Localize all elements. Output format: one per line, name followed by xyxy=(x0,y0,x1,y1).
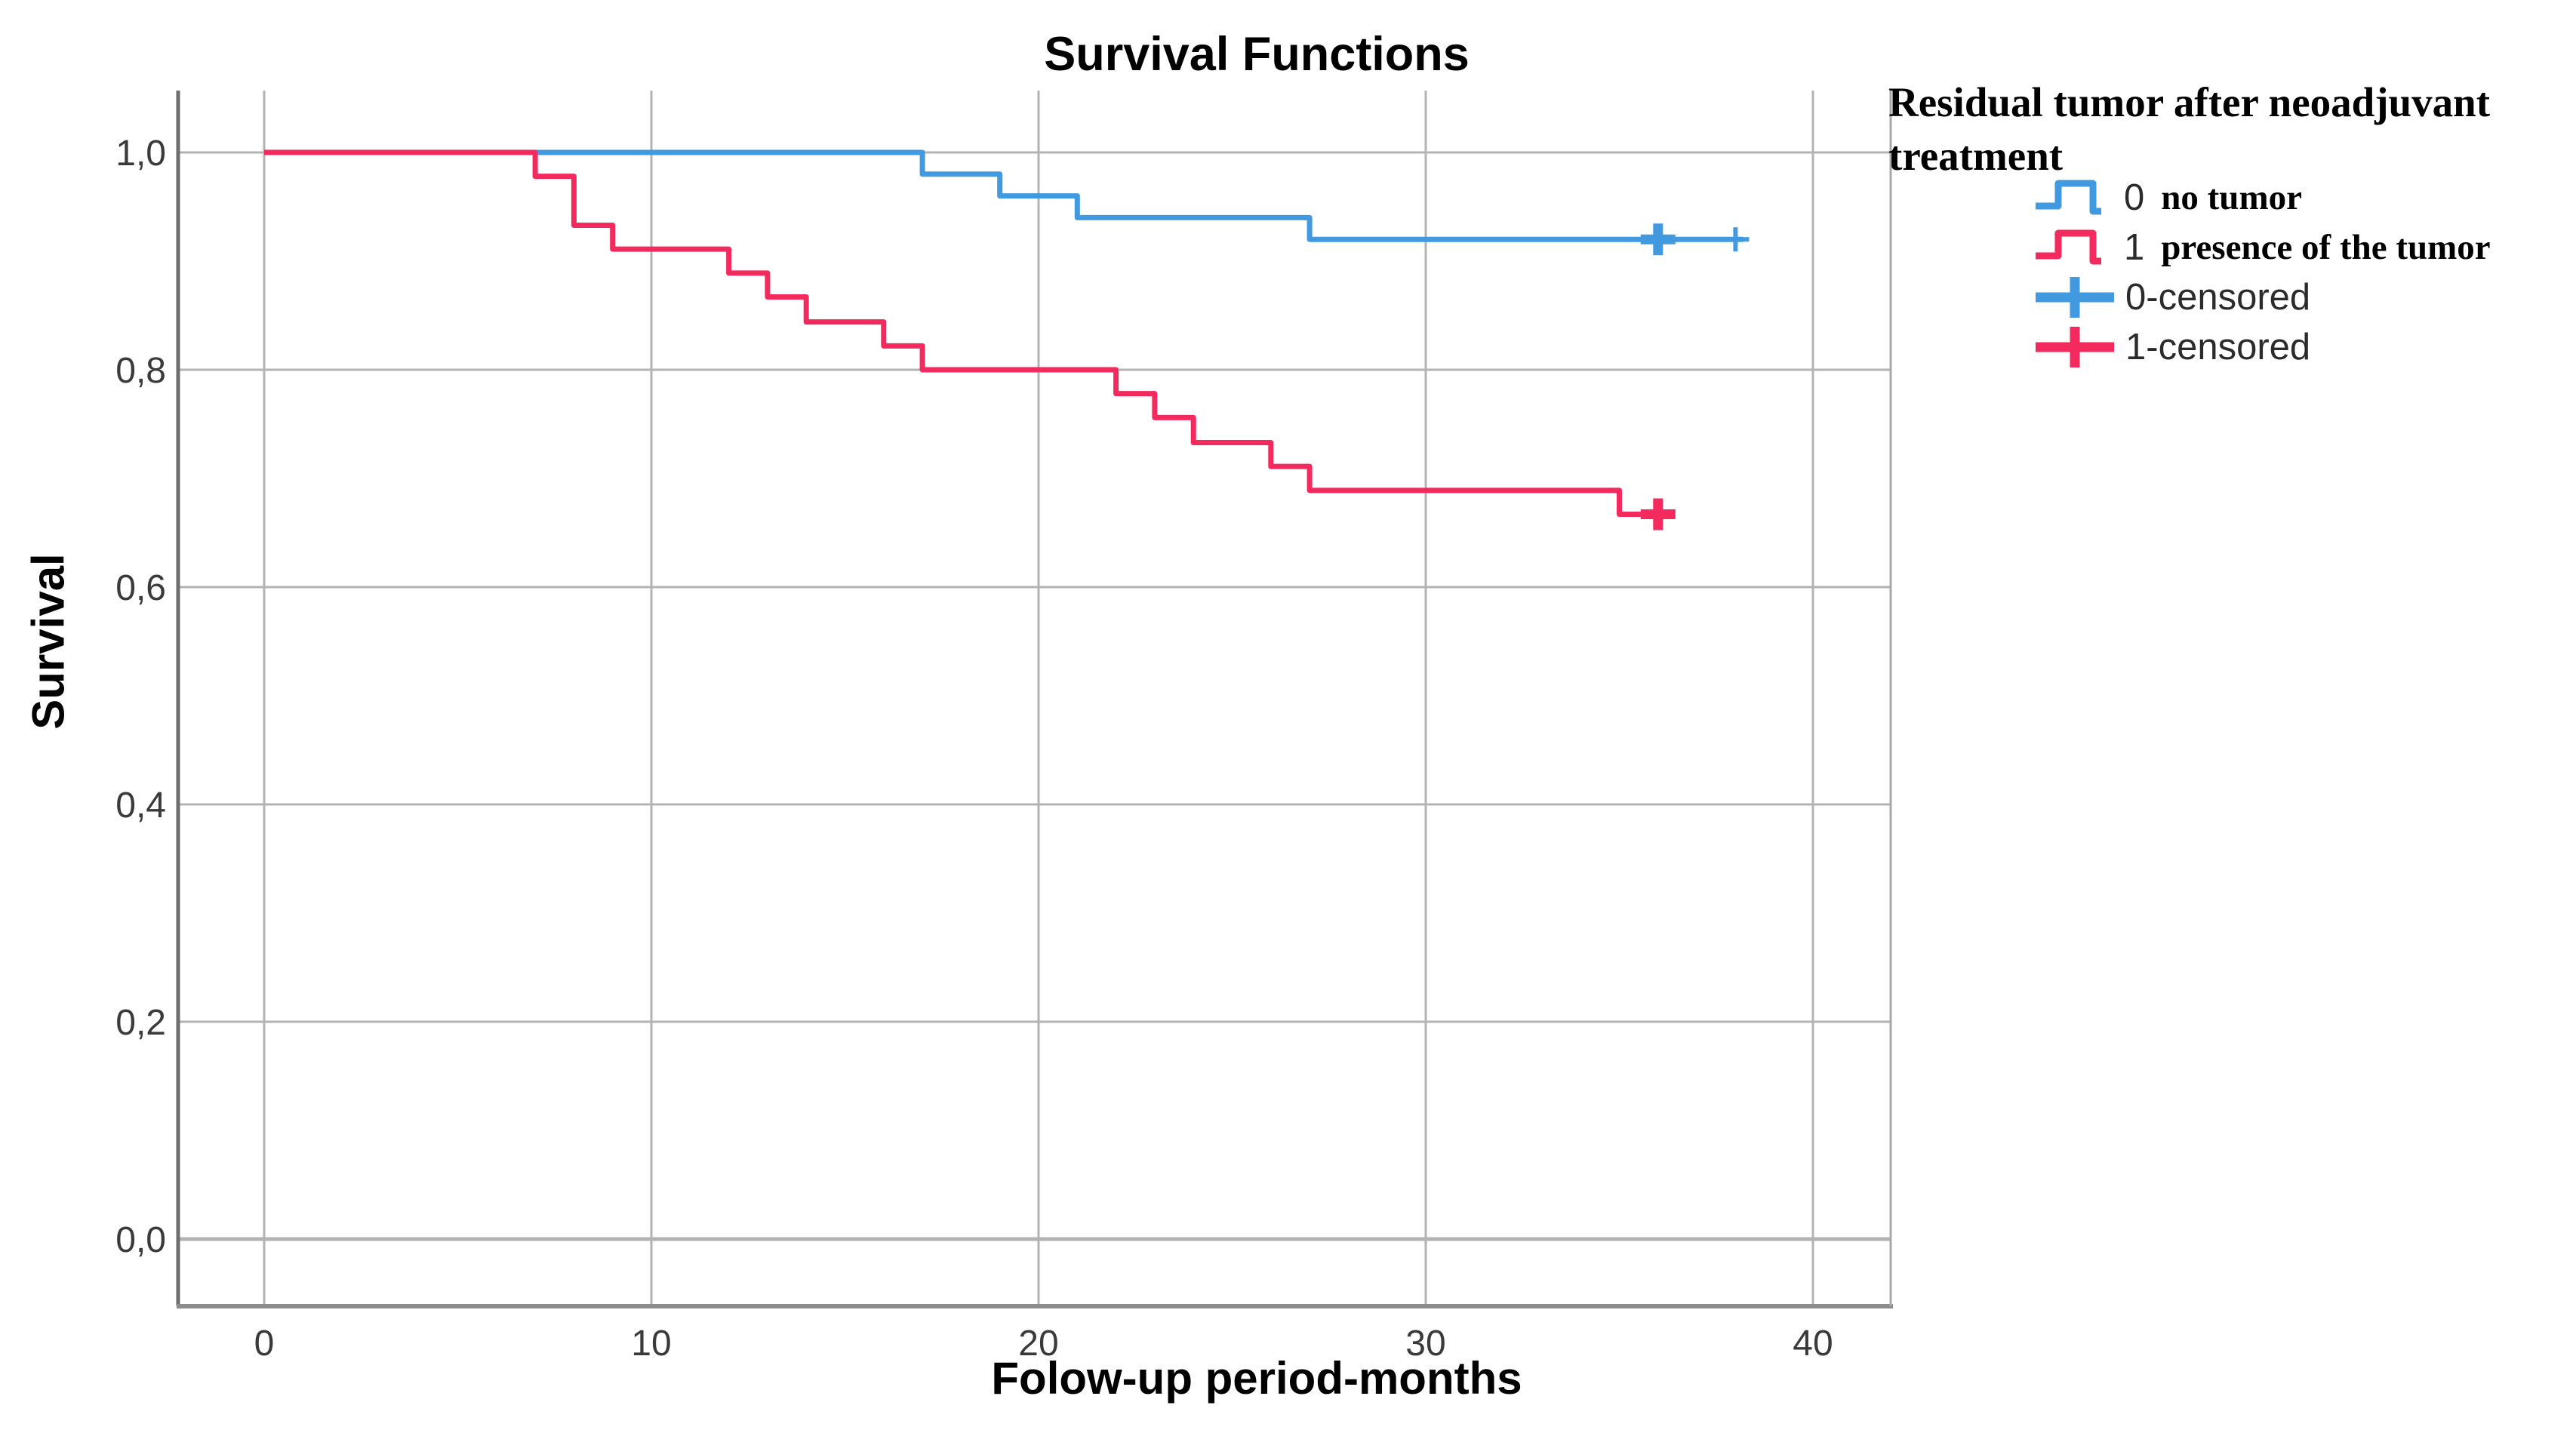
y-axis-title: Survival xyxy=(23,553,74,730)
survival-curve-blue xyxy=(264,149,1743,242)
legend-item-prefix: 1 xyxy=(2124,226,2145,268)
censor-marks xyxy=(1640,223,1750,530)
censored-plus-icon xyxy=(2036,327,2114,367)
y-tick-label: 0,6 xyxy=(115,568,166,608)
x-tick-label: 30 xyxy=(1405,1324,1445,1364)
legend-item-label: 1-censored xyxy=(2125,326,2311,367)
survival-curves xyxy=(264,149,1743,518)
plot-frame xyxy=(176,91,1893,1308)
x-tick-label: 20 xyxy=(1018,1324,1058,1364)
y-tick-label: 1,0 xyxy=(115,134,166,174)
y-tick-label: 0,4 xyxy=(115,786,166,826)
x-tick-label: 0 xyxy=(254,1324,275,1364)
tick-labels: 0 10 20 30 40 1,0 0,8 0,6 0,4 0,2 0,0 xyxy=(115,134,1833,1364)
legend-item-1-censored: 1-censored xyxy=(2033,322,2491,372)
x-tick-label: 10 xyxy=(631,1324,671,1364)
step-line-icon xyxy=(2036,229,2101,265)
legend-item-label: 0-censored xyxy=(2125,276,2311,318)
y-tick-label: 0,8 xyxy=(115,351,166,391)
legend-item-0-censored: 0-censored xyxy=(2033,272,2491,322)
censored-plus-icon xyxy=(2036,277,2114,318)
legend-item-prefix: 0 xyxy=(2124,177,2145,218)
censor-mark-blue xyxy=(1722,227,1750,252)
y-tick-label: 0,2 xyxy=(115,1003,166,1043)
legend-title: Residual tumor after neoadjuvant treatme… xyxy=(1888,75,2568,183)
x-tick-label: 40 xyxy=(1793,1324,1833,1364)
legend-item-label: presence of the tumor xyxy=(2161,227,2491,267)
legend-title-line1: Residual tumor after neoadjuvant xyxy=(1888,79,2491,125)
survival-curve-red xyxy=(264,149,1670,518)
x-axis-title: Folow-up period-months xyxy=(991,1353,1522,1404)
censor-mark-red xyxy=(1640,498,1676,530)
chart-title: Survival Functions xyxy=(1044,28,1470,81)
legend-title-line2: treatment xyxy=(1888,133,2064,179)
gridlines xyxy=(178,91,1891,1306)
censor-mark-blue xyxy=(1640,223,1676,256)
legend: 0 no tumor 1 presence of the tumor 0-censore… xyxy=(2033,173,2491,372)
legend-item-presence-of-tumor: 1 presence of the tumor xyxy=(2033,223,2491,272)
step-line-icon xyxy=(2036,180,2101,215)
legend-item-label: no tumor xyxy=(2161,177,2302,217)
legend-item-no-tumor: 0 no tumor xyxy=(2033,173,2491,223)
y-tick-label: 0,0 xyxy=(115,1220,166,1260)
